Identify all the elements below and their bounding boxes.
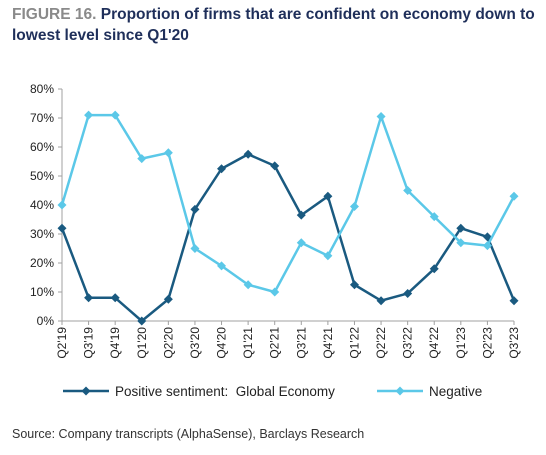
data-point: [509, 191, 519, 201]
data-point: [296, 238, 306, 248]
x-tick-label: Q3'22: [401, 327, 415, 359]
y-tick-label: 30%: [30, 227, 54, 241]
data-point: [429, 264, 439, 274]
data-point: [376, 112, 386, 122]
y-tick-label: 70%: [30, 111, 54, 125]
x-tick-label: Q1'20: [135, 327, 149, 359]
chart-title: FIGURE 16. Proportion of firms that are …: [12, 4, 537, 46]
series-line-positive: [60, 153, 516, 323]
data-point: [110, 110, 120, 120]
data-point: [429, 212, 439, 222]
legend-swatch-marker: [81, 386, 91, 396]
data-point: [270, 287, 280, 297]
data-point: [243, 280, 253, 290]
figure-title: Proportion of firms that are confident o…: [12, 6, 535, 44]
x-tick-label: Q1'21: [241, 327, 255, 359]
data-point: [217, 164, 227, 174]
x-tick-label: Q2'19: [55, 327, 69, 359]
x-tick-label: Q3'20: [188, 327, 202, 359]
data-point: [57, 223, 67, 233]
data-point: [137, 154, 147, 164]
x-tick-label: Q4'19: [108, 327, 122, 359]
source-note: Source: Company transcripts (AlphaSense)…: [12, 427, 365, 441]
x-tick-label: Q3'19: [82, 327, 96, 359]
y-tick-label: 80%: [30, 82, 54, 96]
x-tick-label: Q3'23: [507, 327, 521, 359]
data-point: [296, 210, 306, 220]
data-point: [84, 293, 94, 303]
data-point: [57, 200, 67, 210]
data-point: [243, 149, 253, 159]
y-tick-label: 60%: [30, 140, 54, 154]
data-point: [509, 296, 519, 306]
data-point: [84, 110, 94, 120]
data-point: [270, 161, 280, 171]
data-point: [163, 294, 173, 304]
line-chart: 0% 10% 20% 30% 40% 50% 60% 70% 80% Q2'19 Q3'19 Q4'1…: [30, 82, 521, 399]
data-point: [376, 296, 386, 306]
data-point: [349, 280, 359, 290]
data-point: [482, 241, 492, 251]
x-tick-label: Q3'21: [294, 327, 308, 359]
legend-label: Positive sentiment: Global Economy: [115, 384, 335, 399]
series-line-negative: [60, 113, 516, 294]
data-point: [403, 288, 413, 298]
data-point: [403, 186, 413, 195]
data-point: [137, 316, 147, 326]
y-tick-label: 20%: [30, 256, 54, 270]
data-point: [217, 261, 227, 271]
legend-label: Negative: [429, 384, 482, 399]
data-point: [163, 148, 173, 158]
x-tick-label: Q4'21: [321, 327, 335, 359]
data-point: [456, 238, 466, 248]
x-tick-label: Q4'20: [215, 327, 229, 359]
y-tick-label: 50%: [30, 169, 54, 183]
data-point: [323, 251, 333, 261]
y-tick-label: 0%: [37, 314, 55, 328]
x-tick-label: Q2'23: [480, 327, 494, 359]
data-point: [456, 223, 466, 233]
figure-label: FIGURE 16.: [12, 6, 97, 23]
x-tick-label: Q4'22: [427, 327, 441, 359]
x-tick-label: Q2'21: [268, 327, 282, 359]
x-tick-label: Q2'20: [161, 327, 175, 359]
y-tick-label: 10%: [30, 285, 54, 299]
data-point: [323, 191, 333, 201]
data-point: [349, 201, 359, 211]
x-tick-label: Q2'22: [374, 327, 388, 359]
data-point: [110, 293, 120, 303]
legend-swatch-marker: [395, 386, 405, 396]
data-point: [190, 204, 200, 214]
y-tick-label: 40%: [30, 198, 54, 212]
x-tick-label: Q1'23: [454, 327, 468, 359]
data-point: [190, 244, 200, 253]
x-tick-label: Q1'22: [347, 327, 361, 359]
